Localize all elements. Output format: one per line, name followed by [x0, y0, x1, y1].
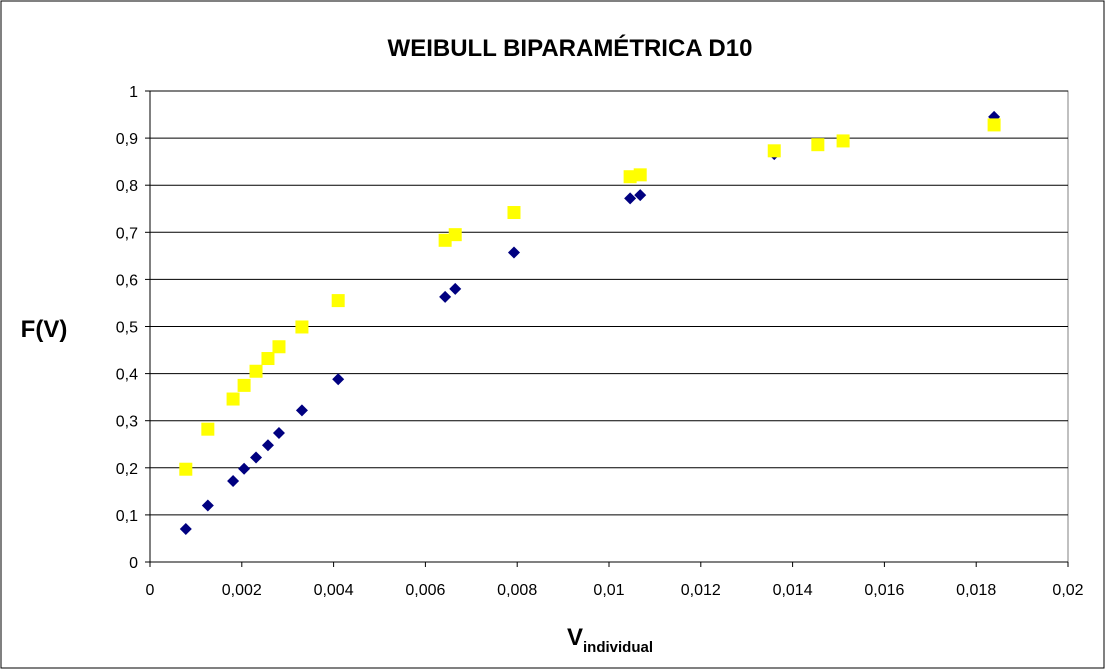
data-point: [507, 246, 520, 259]
x-tick-label: 0,014: [773, 582, 813, 599]
data-point: [439, 290, 452, 303]
data-point: [261, 352, 275, 366]
data-point: [272, 426, 285, 439]
y-tick-label: 0,3: [116, 414, 138, 431]
y-tick-label: 0: [129, 555, 138, 572]
data-point: [227, 474, 240, 487]
data-point: [767, 144, 781, 158]
y-tick-label: 0,5: [116, 320, 138, 337]
data-point: [624, 192, 637, 205]
x-axis-label-subscript: individual: [583, 639, 653, 656]
data-point: [179, 462, 193, 476]
data-point: [633, 168, 647, 182]
data-point: [249, 364, 263, 378]
data-point: [987, 118, 1001, 132]
chart-title: WEIBULL BIPARAMÉTRICA D10: [388, 34, 753, 62]
y-axis-label: F(V): [21, 316, 68, 343]
y-tick-label: 0,7: [116, 225, 138, 242]
data-point: [261, 439, 274, 452]
y-tick-label: 0,4: [116, 367, 138, 384]
x-tick-label: 0,008: [497, 582, 537, 599]
data-point: [507, 206, 521, 220]
data-point: [623, 170, 637, 184]
data-point: [272, 340, 286, 354]
data-point: [331, 294, 345, 308]
x-tick-label: 0,016: [864, 582, 904, 599]
data-point: [449, 282, 462, 295]
data-point: [201, 499, 214, 512]
data-point: [179, 523, 192, 536]
x-tick-label: 0,006: [405, 582, 445, 599]
data-point: [295, 320, 309, 334]
y-tick-label: 0,9: [116, 131, 138, 148]
data-point: [226, 392, 240, 406]
data-point: [295, 404, 308, 417]
x-tick-label: 0,012: [681, 582, 721, 599]
x-tick-label: 0: [146, 582, 155, 599]
data-point: [250, 451, 263, 464]
data-point: [448, 228, 462, 242]
x-tick-label: 0,01: [593, 582, 624, 599]
data-point: [238, 462, 251, 475]
y-tick-label: 0,1: [116, 508, 138, 525]
x-tick-label: 0,02: [1052, 582, 1083, 599]
data-point: [438, 233, 452, 247]
y-tick-label: 1: [129, 84, 138, 101]
x-axis-label-main: V: [567, 624, 583, 651]
x-tick-label: 0,018: [956, 582, 996, 599]
y-tick-label: 0,8: [116, 178, 138, 195]
x-tick-label: 0,002: [222, 582, 262, 599]
data-point: [332, 373, 345, 386]
data-point: [811, 138, 825, 152]
data-point: [237, 378, 251, 392]
y-tick-label: 0,6: [116, 272, 138, 289]
data-point: [634, 189, 647, 202]
x-tick-label: 0,004: [314, 582, 354, 599]
data-point: [201, 422, 215, 436]
data-point: [836, 134, 850, 148]
x-axis-label: Vindividual: [567, 624, 653, 656]
y-tick-label: 0,2: [116, 461, 138, 478]
